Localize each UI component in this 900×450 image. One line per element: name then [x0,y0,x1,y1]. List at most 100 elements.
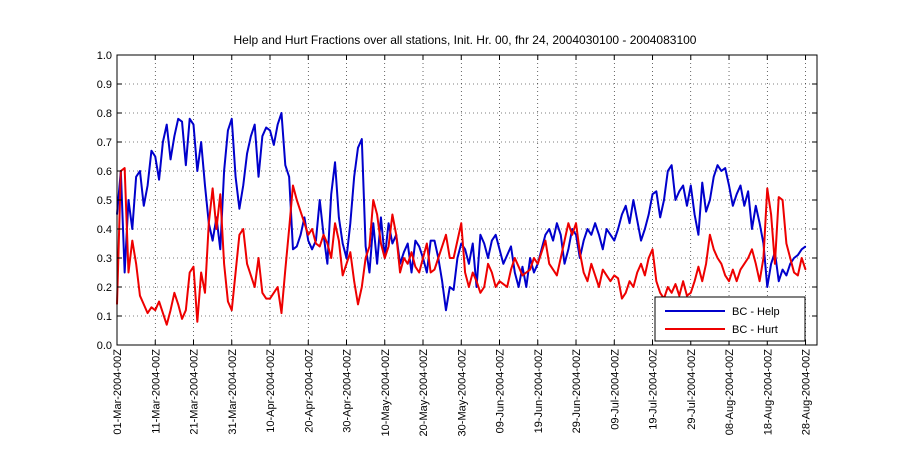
data-point-help [250,135,252,137]
data-point-hurt [598,286,600,288]
data-point-help [739,184,742,187]
data-point-hurt [357,303,359,305]
data-point-help [181,121,183,123]
data-point-hurt [648,257,650,259]
data-point-hurt [518,266,520,268]
data-point-hurt [468,286,470,288]
data-point-hurt [724,274,726,276]
data-point-hurt [215,228,218,230]
data-point-hurt [185,309,187,311]
data-point-help [495,234,497,236]
data-point-help [583,240,585,242]
data-point-hurt [399,271,401,274]
data-point-help [342,242,344,245]
data-point-hurt [801,257,803,259]
data-point-help [185,164,187,166]
data-point-help [544,234,547,236]
data-point-help [720,170,722,172]
data-point-hurt [300,211,302,213]
data-point-help [487,257,489,259]
data-point-hurt [257,257,260,259]
data-point-help [150,150,153,152]
data-point-help [300,234,302,236]
data-point-help [246,153,248,155]
data-point-help [407,242,409,245]
data-points-hurt [116,167,807,326]
data-point-hurt [395,234,397,236]
data-point-hurt [196,321,198,323]
data-point-help [514,271,516,274]
data-point-help [694,213,696,216]
data-point-hurt [590,263,592,265]
data-point-hurt [491,271,493,274]
x-tick-label: 18-Aug-2004-00Z [762,349,774,436]
data-point-help [414,240,416,242]
data-point-help [280,112,283,114]
x-axis-ticks: 01-Mar-2004-00Z 11-Mar-2004-00Z 21-Mar-200… [112,55,813,436]
data-point-help [430,240,432,242]
data-point-hurt [770,213,772,216]
data-point-help [690,184,692,187]
data-point-hurt [686,295,688,297]
data-point-hurt [456,240,459,242]
data-point-hurt [410,251,413,253]
data-point-help [238,208,240,210]
data-point-hurt [261,292,263,294]
data-point-hurt [250,274,252,276]
data-point-hurt [560,257,562,259]
data-point-help [223,170,225,172]
data-point-hurt [384,257,386,259]
data-point-hurt [506,286,508,288]
data-point-help [319,199,321,201]
data-point-hurt [238,234,240,236]
data-point-help [277,124,279,126]
data-point-help [609,234,612,236]
data-point-hurt [292,184,294,187]
data-point-help [131,228,133,230]
data-point-help [594,222,596,224]
data-point-hurt [617,277,619,279]
y-tick-label: 0.2 [97,282,112,294]
data-point-help [464,248,466,250]
legend: BC - Help BC - Hurt [654,296,806,342]
data-point-hurt [575,222,577,224]
data-point-help [261,135,263,137]
data-point-hurt [747,257,749,259]
data-point-help [357,147,359,149]
data-point-hurt [525,271,527,274]
data-point-hurt [483,286,485,288]
x-tick-label: 19-Jul-2004-00Z [648,349,660,430]
x-tick-label: 20-May-2004-00Z [418,349,430,437]
y-tick-label: 0.4 [97,224,112,236]
data-point-help [498,248,501,250]
data-point-help [468,263,470,265]
data-point-hurt [365,257,367,259]
data-point-hurt [678,295,680,297]
data-point-hurt [219,193,221,195]
data-point-hurt [353,280,355,282]
data-point-hurt [495,286,497,288]
data-point-help [678,190,680,192]
data-point-hurt [502,283,504,285]
data-point-help [801,248,803,250]
data-point-hurt [571,234,573,236]
data-point-help [391,242,394,245]
data-point-help [682,184,684,187]
data-point-help [365,245,367,247]
data-point-hurt [437,257,439,259]
data-point-help [204,184,206,187]
data-point-hurt [563,240,566,242]
data-point-hurt [759,280,761,282]
data-point-help [292,248,294,250]
data-point-help [368,271,371,274]
data-point-help [139,170,141,172]
x-tick-label: 19-Jun-2004-00Z [533,349,545,434]
data-point-hurt [671,292,673,294]
data-point-hurt [586,280,589,282]
data-point-help [613,240,615,242]
data-point-help [705,211,707,213]
data-point-help [189,118,191,120]
data-point-help [716,164,719,166]
data-point-hurt [460,222,462,224]
y-tick-label: 0.8 [97,108,112,120]
